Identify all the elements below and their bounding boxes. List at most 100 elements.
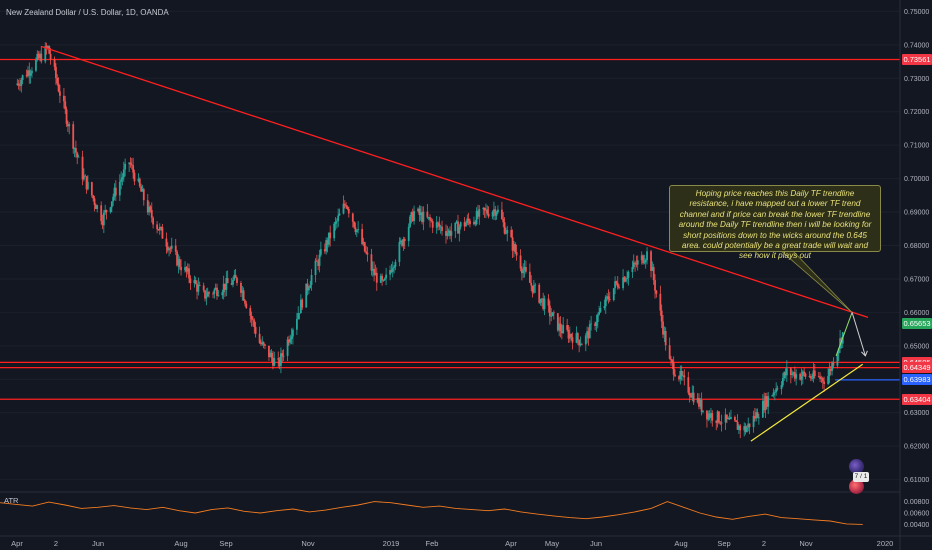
candle-body bbox=[469, 220, 471, 225]
candle-body bbox=[636, 260, 639, 265]
candle-body bbox=[524, 267, 527, 272]
candle-body bbox=[120, 179, 123, 182]
candle bbox=[542, 292, 545, 311]
candle-body bbox=[643, 262, 646, 264]
annotation-callout[interactable]: Hoping price reaches this Daily TF trend… bbox=[669, 185, 881, 260]
candle bbox=[318, 249, 321, 273]
atr-indicator-label[interactable]: ATR bbox=[4, 496, 19, 505]
candle-body bbox=[244, 300, 246, 304]
candle-body bbox=[575, 333, 578, 343]
candle bbox=[753, 407, 756, 422]
candle bbox=[688, 386, 691, 403]
candle-body bbox=[29, 73, 32, 76]
candle-body bbox=[491, 211, 494, 217]
candle-body bbox=[642, 255, 644, 264]
candle-body bbox=[514, 244, 517, 253]
avatar[interactable] bbox=[849, 479, 864, 494]
candle bbox=[357, 221, 360, 234]
candle-body bbox=[801, 371, 804, 377]
candle bbox=[409, 214, 411, 228]
candle-body bbox=[375, 272, 378, 283]
candle-body bbox=[189, 278, 192, 284]
candle bbox=[495, 210, 498, 220]
candle bbox=[333, 222, 336, 242]
candle-body bbox=[385, 274, 387, 279]
candle bbox=[27, 66, 29, 78]
candle-body bbox=[362, 242, 365, 245]
candle bbox=[671, 358, 674, 369]
candle-body bbox=[809, 376, 812, 379]
candle bbox=[286, 336, 289, 362]
trendlines bbox=[41, 45, 869, 442]
candle-body bbox=[520, 268, 523, 274]
candle-body bbox=[214, 287, 217, 290]
candle bbox=[272, 351, 274, 370]
candle bbox=[587, 327, 590, 346]
candle bbox=[161, 223, 164, 239]
candle-body bbox=[132, 165, 135, 173]
candle-body bbox=[206, 292, 209, 297]
candle bbox=[567, 324, 570, 344]
candle-body bbox=[240, 282, 242, 293]
candle-body bbox=[268, 345, 270, 358]
candle-body bbox=[820, 378, 823, 379]
candle-body bbox=[315, 260, 318, 262]
candle-body bbox=[277, 358, 280, 360]
candle bbox=[827, 367, 830, 386]
time-tick-label: Feb bbox=[426, 539, 439, 548]
candle-body bbox=[728, 417, 731, 420]
candle bbox=[775, 382, 778, 396]
candle-body bbox=[156, 224, 159, 230]
candle bbox=[511, 229, 514, 258]
candle bbox=[160, 226, 162, 231]
candle-body bbox=[417, 208, 419, 211]
candle bbox=[158, 223, 161, 235]
candle bbox=[663, 326, 666, 342]
candle bbox=[820, 375, 823, 384]
candle bbox=[466, 214, 469, 225]
candle-body bbox=[660, 310, 663, 322]
candle-body bbox=[353, 221, 356, 228]
candle-body bbox=[410, 212, 413, 217]
candle-body bbox=[652, 267, 655, 281]
candle-body bbox=[232, 279, 234, 285]
candle bbox=[570, 333, 573, 341]
candle bbox=[188, 263, 190, 284]
candle-body bbox=[129, 162, 132, 165]
candle bbox=[329, 225, 332, 247]
candle bbox=[362, 237, 365, 247]
candle-body bbox=[64, 101, 67, 110]
avatar[interactable] bbox=[849, 459, 864, 474]
candle-body bbox=[783, 372, 786, 379]
candle-body bbox=[690, 395, 692, 398]
candle bbox=[398, 237, 401, 267]
candle-body bbox=[121, 177, 124, 180]
candle-body bbox=[225, 278, 228, 290]
candle bbox=[618, 284, 620, 290]
candle-body bbox=[421, 212, 423, 223]
candle bbox=[37, 51, 40, 60]
candle bbox=[249, 305, 252, 323]
candle bbox=[86, 175, 89, 191]
candle-body bbox=[726, 414, 728, 420]
candle bbox=[505, 227, 507, 235]
candle bbox=[735, 420, 738, 423]
candle bbox=[114, 180, 117, 201]
candle-body bbox=[615, 281, 618, 284]
candle bbox=[726, 414, 728, 424]
candle-body bbox=[522, 270, 525, 274]
candle-body bbox=[590, 323, 593, 325]
candle bbox=[614, 276, 616, 295]
candle-body bbox=[325, 240, 328, 252]
candle-body bbox=[748, 423, 751, 428]
candle-body bbox=[763, 400, 766, 411]
candle-body bbox=[450, 231, 453, 236]
candle-body bbox=[632, 262, 635, 268]
candle-body bbox=[305, 283, 308, 308]
candle-body bbox=[631, 267, 634, 273]
candle bbox=[236, 276, 238, 286]
candle-body bbox=[832, 362, 835, 366]
candle-body bbox=[57, 83, 60, 92]
candle bbox=[606, 292, 609, 302]
